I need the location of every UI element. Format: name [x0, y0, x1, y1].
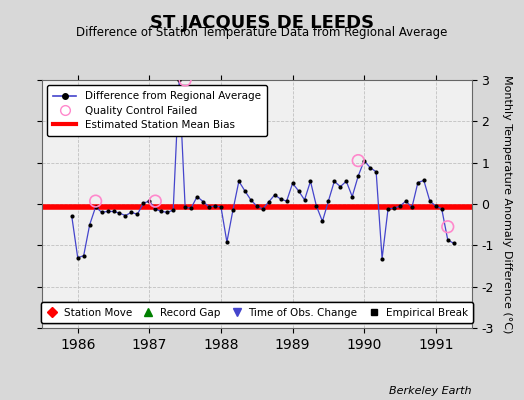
Text: ST JACQUES DE LEEDS: ST JACQUES DE LEEDS: [150, 14, 374, 32]
Point: [151, 206, 159, 212]
Point: [390, 205, 398, 211]
Point: [443, 237, 452, 243]
Point: [97, 209, 106, 216]
Point: [241, 188, 249, 194]
Point: [187, 205, 195, 211]
Point: [157, 208, 166, 215]
Point: [324, 198, 333, 204]
Point: [228, 207, 237, 214]
Point: [73, 254, 82, 261]
Point: [378, 255, 386, 262]
Point: [127, 209, 136, 216]
Point: [115, 210, 124, 216]
Point: [330, 178, 339, 184]
Point: [312, 203, 321, 209]
Point: [294, 188, 303, 194]
Point: [300, 197, 309, 203]
Point: [270, 192, 279, 198]
Point: [396, 203, 404, 209]
Point: [68, 213, 76, 220]
Point: [247, 197, 255, 203]
Point: [408, 204, 416, 210]
Point: [133, 211, 141, 218]
Point: [181, 204, 189, 210]
Point: [145, 198, 154, 204]
Point: [342, 178, 351, 184]
Y-axis label: Monthly Temperature Anomaly Difference (°C): Monthly Temperature Anomaly Difference (…: [502, 75, 512, 333]
Point: [336, 184, 344, 190]
Point: [80, 252, 88, 259]
Point: [420, 177, 428, 184]
Point: [282, 198, 291, 204]
Point: [425, 198, 434, 204]
Point: [92, 198, 100, 204]
Point: [258, 206, 267, 212]
Point: [432, 203, 440, 209]
Point: [139, 200, 148, 206]
Point: [217, 204, 225, 210]
Point: [181, 77, 189, 83]
Point: [438, 206, 446, 212]
Point: [151, 198, 159, 204]
Point: [265, 199, 273, 205]
Point: [223, 239, 231, 245]
Point: [110, 208, 118, 215]
Point: [360, 157, 368, 164]
Point: [354, 173, 363, 179]
Point: [288, 180, 297, 186]
Point: [402, 198, 410, 204]
Point: [366, 164, 374, 171]
Point: [253, 203, 261, 209]
Point: [348, 193, 356, 200]
Point: [193, 193, 201, 200]
Point: [235, 178, 243, 184]
Point: [175, 77, 183, 83]
Text: Berkeley Earth: Berkeley Earth: [389, 386, 472, 396]
Point: [372, 168, 380, 175]
Point: [211, 203, 219, 209]
Legend: Station Move, Record Gap, Time of Obs. Change, Empirical Break: Station Move, Record Gap, Time of Obs. C…: [41, 302, 473, 323]
Point: [450, 240, 458, 246]
Point: [307, 178, 315, 184]
Point: [414, 179, 422, 186]
Point: [384, 206, 392, 212]
Point: [277, 196, 285, 202]
Point: [199, 198, 208, 205]
Point: [205, 204, 213, 210]
Point: [354, 157, 363, 164]
Point: [443, 224, 452, 230]
Point: [85, 222, 94, 228]
Text: Difference of Station Temperature Data from Regional Average: Difference of Station Temperature Data f…: [77, 26, 447, 39]
Point: [103, 208, 112, 215]
Point: [121, 212, 129, 219]
Point: [92, 204, 100, 210]
Point: [163, 209, 171, 216]
Point: [318, 218, 326, 224]
Point: [169, 207, 178, 214]
